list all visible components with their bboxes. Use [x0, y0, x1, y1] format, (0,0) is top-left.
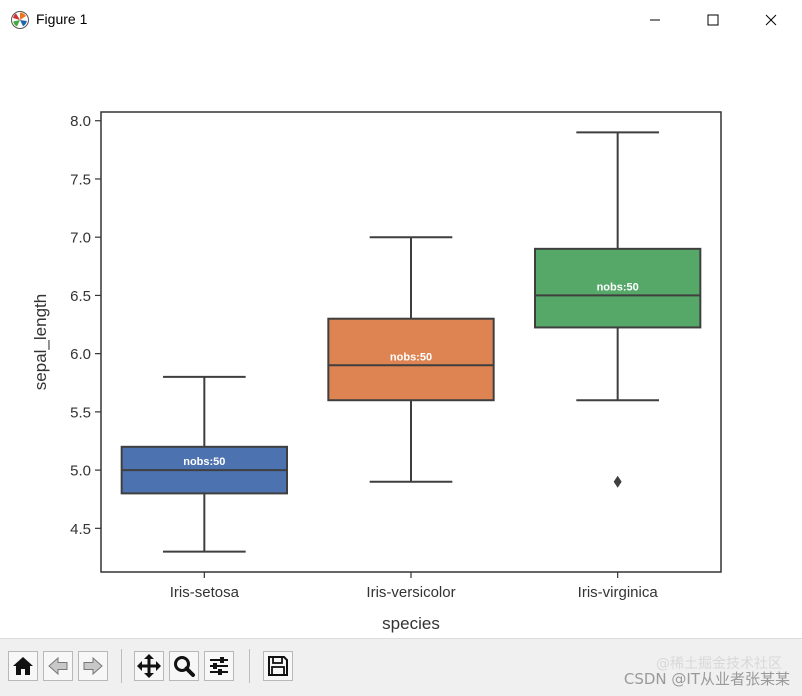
y-tick-label: 5.5 [70, 404, 91, 421]
back-button[interactable] [43, 651, 73, 681]
watermark-text: CSDN @IT从业者张某某 [623, 670, 790, 688]
home-icon [13, 657, 33, 675]
toolbar-separator [121, 649, 122, 683]
sliders-icon [210, 657, 228, 675]
box-group: nobs:50 [327, 236, 495, 483]
zoom-button[interactable] [169, 651, 199, 681]
toolbar-separator [249, 649, 250, 683]
close-button[interactable] [746, 0, 796, 40]
figure-canvas[interactable]: nobs:50 nobs:50 nobs:50 4.5 5.0 5.5 6.0 6.5 7.0… [0, 40, 802, 638]
x-axis-label: species [382, 614, 440, 633]
window-title: Figure 1 [36, 11, 88, 27]
y-tick-label: 7.5 [70, 171, 91, 188]
home-button[interactable] [8, 651, 38, 681]
box-iqr [534, 247, 702, 329]
nobs-annotation: nobs:50 [390, 351, 432, 363]
outlier-point [613, 475, 622, 488]
magnifier-icon [174, 656, 195, 677]
y-tick-label: 5.0 [70, 463, 91, 480]
y-tick-label: 6.0 [70, 346, 91, 363]
y-axis-label: sepal_length [31, 294, 50, 390]
y-tick-label: 6.5 [70, 288, 91, 305]
maximize-button[interactable] [688, 0, 738, 40]
arrow-right-icon [83, 656, 103, 676]
nobs-annotation: nobs:50 [183, 456, 225, 468]
box-iqr [327, 317, 495, 402]
matplotlib-logo-icon [11, 11, 29, 29]
nobs-annotation: nobs:50 [597, 281, 639, 293]
move-icon [137, 654, 161, 678]
box-group: nobs:50 [534, 131, 702, 488]
x-tick-label: Iris-setosa [170, 584, 240, 601]
close-icon [765, 14, 777, 26]
watermark-faint-text: @稀土掘金技术社区 [656, 656, 782, 672]
navigation-toolbar: CSDN @IT从业者张某某 @稀土掘金技术社区 [0, 638, 802, 696]
pan-button[interactable] [134, 651, 164, 681]
minimize-button[interactable] [630, 0, 680, 40]
floppy-disk-icon [268, 656, 288, 676]
minimize-icon [650, 19, 660, 21]
x-tick-label: Iris-virginica [578, 584, 659, 601]
window-titlebar: Figure 1 [0, 0, 802, 41]
configure-subplots-button[interactable] [204, 651, 234, 681]
y-tick-label: 8.0 [70, 113, 91, 130]
y-tick-label: 4.5 [70, 521, 91, 538]
forward-button[interactable] [78, 651, 108, 681]
save-button[interactable] [263, 651, 293, 681]
x-tick-label: Iris-versicolor [366, 584, 455, 601]
maximize-icon [707, 14, 719, 26]
arrow-left-icon [48, 656, 68, 676]
boxplot-chart: nobs:50 nobs:50 nobs:50 4.5 5.0 5.5 6.0 6.5 7.0… [31, 111, 722, 633]
y-tick-label: 7.0 [70, 230, 91, 247]
box-group: nobs:50 [120, 375, 288, 553]
